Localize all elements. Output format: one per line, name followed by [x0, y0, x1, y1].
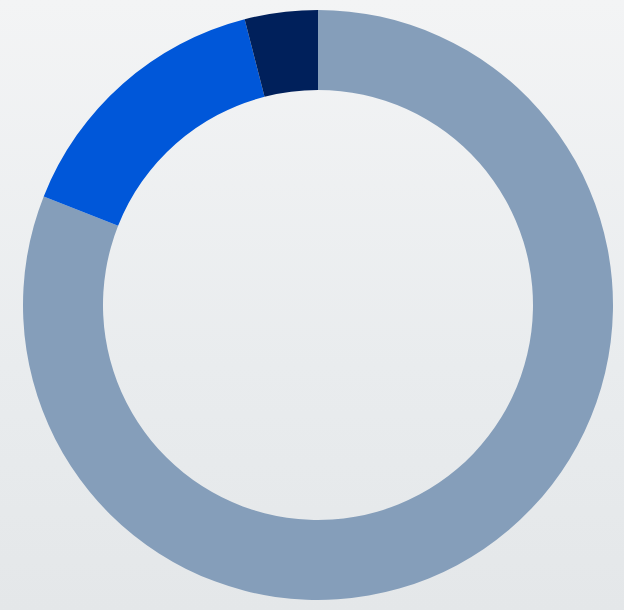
- slice: [44, 19, 265, 226]
- slice: [245, 10, 318, 97]
- chart-container: [0, 0, 624, 610]
- slice: [23, 10, 613, 600]
- slices: [23, 10, 613, 600]
- chart-svg: [0, 0, 624, 610]
